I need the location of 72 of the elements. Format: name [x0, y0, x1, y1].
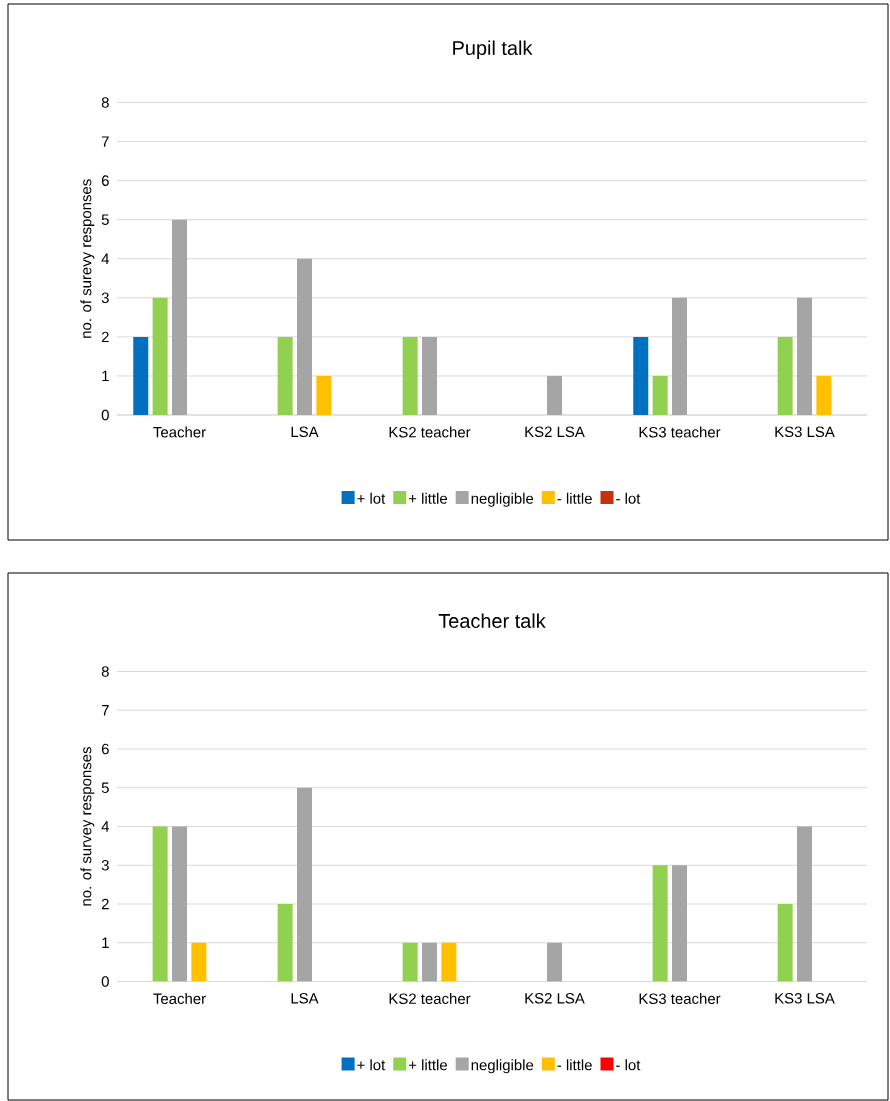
bar: [172, 826, 187, 982]
y-tick-label: 5: [101, 782, 109, 793]
bar: [152, 297, 168, 416]
chart-title: Teacher talk: [438, 613, 546, 629]
bar: [172, 219, 187, 416]
bar: [652, 375, 668, 416]
y-tick-label: 8: [101, 97, 109, 108]
x-tick-label: KS2 teacher: [389, 426, 471, 438]
x-tick-label: LSA: [291, 426, 319, 438]
x-tick-label: KS2 teacher: [389, 993, 471, 1004]
y-tick-label: 7: [101, 705, 109, 716]
legend-label: - little: [557, 492, 592, 504]
bar: [797, 826, 813, 982]
y-tick-label: 6: [101, 743, 109, 755]
y-tick-label: 2: [101, 898, 109, 910]
y-tick-label: 4: [101, 253, 110, 264]
y-tick-label: 7: [101, 136, 109, 147]
y-tick-label: 1: [102, 937, 109, 948]
y-tick-label: 1: [102, 370, 109, 382]
bar: [797, 297, 813, 416]
bar: [547, 942, 562, 982]
bar: [297, 258, 312, 416]
bar: [277, 904, 293, 982]
y-tick-label: 2: [101, 331, 109, 343]
y-tick-label: 0: [101, 409, 109, 421]
x-tick-label: Teacher: [153, 426, 206, 438]
bar: [441, 942, 457, 982]
bar: [633, 336, 649, 416]
legend-label: + lot: [357, 1059, 386, 1071]
x-tick-label: KS3 teacher: [639, 426, 721, 438]
y-tick-label: 5: [101, 214, 109, 225]
x-tick-label: KS2 LSA: [525, 993, 585, 1004]
x-tick-label: KS3 teacher: [639, 993, 721, 1004]
bar: [672, 865, 688, 982]
legend-label: negligible: [471, 492, 534, 507]
bar: [402, 336, 418, 416]
legend-label: - lot: [616, 1059, 641, 1071]
x-tick-label: KS3 LSA: [775, 426, 835, 438]
bar: [277, 336, 293, 416]
y-tick-label: 3: [101, 292, 109, 304]
bar: [777, 904, 793, 982]
y-tick-label: 6: [101, 175, 109, 186]
bar: [777, 336, 793, 416]
bar: [422, 336, 437, 416]
bar: [133, 336, 149, 416]
x-tick-label: Teacher: [153, 993, 206, 1004]
bar: [191, 942, 207, 982]
bar: [652, 865, 668, 982]
y-axis-title: no. of surevy responses: [80, 179, 95, 338]
chart-title: Pupil talk: [453, 40, 533, 60]
x-tick-label: KS2 LSA: [525, 426, 585, 438]
y-tick-label: 3: [101, 859, 109, 871]
y-tick-label: 0: [101, 976, 109, 987]
legend-label: - lot: [616, 492, 641, 504]
legend-label: + lot: [357, 492, 386, 504]
bar: [152, 826, 168, 982]
legend-label: + little: [408, 1059, 448, 1071]
bar: [547, 375, 562, 416]
x-tick-label: LSA: [291, 993, 319, 1004]
bar: [672, 297, 688, 416]
y-tick-label: 4: [101, 821, 110, 832]
x-tick-label: KS3 LSA: [775, 993, 835, 1004]
y-axis-title: no. of survey responses: [80, 747, 95, 906]
bar: [297, 787, 312, 982]
legend-label: - little: [557, 1059, 592, 1071]
bar: [402, 942, 418, 982]
bar: [816, 375, 832, 416]
legend-label: + little: [408, 492, 448, 504]
bar: [316, 375, 332, 416]
legend-label: negligible: [471, 1059, 534, 1074]
y-tick-label: 8: [101, 666, 109, 677]
bar: [422, 942, 437, 982]
